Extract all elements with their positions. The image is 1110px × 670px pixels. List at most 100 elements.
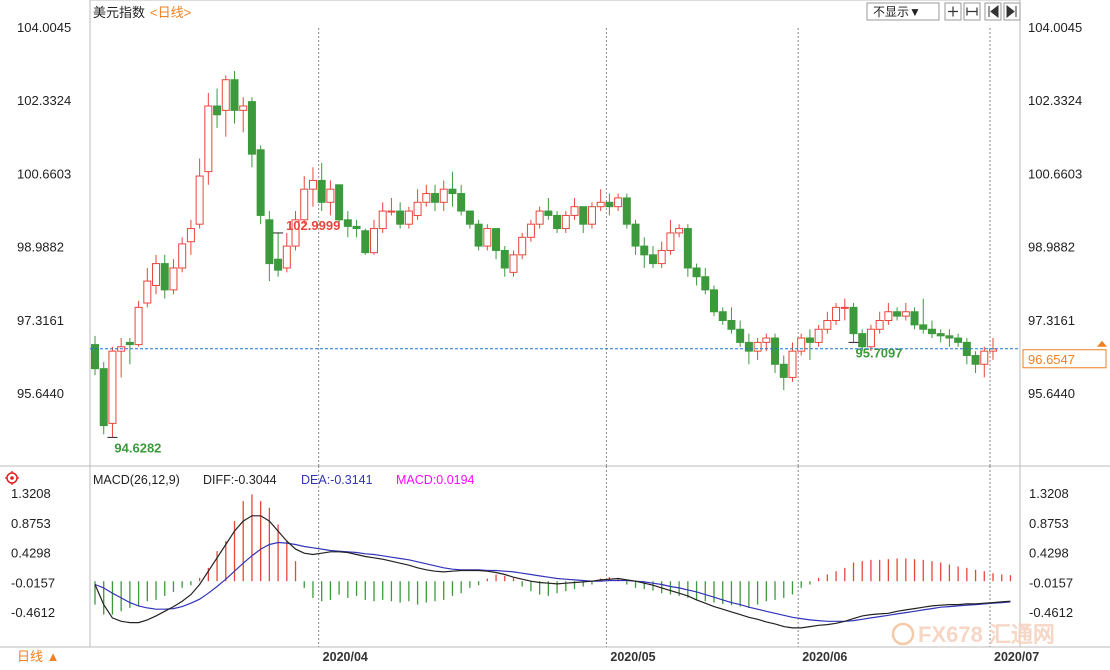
candle-up [570, 206, 579, 216]
candle-up [884, 311, 893, 322]
price-axis-labels: 104.0045 104.0045 102.3324 102.3324 100.6603… [17, 20, 1082, 401]
candle-down [343, 219, 352, 227]
candle-down [849, 306, 858, 335]
candle-up [901, 311, 910, 317]
diff-line [94, 515, 1011, 629]
watermark: FX678 汇通网 [891, 622, 1055, 647]
candle-down [500, 249, 509, 269]
watermark-text: FX678 汇通网 [918, 622, 1055, 647]
candle-up [143, 280, 152, 304]
macd-tick-left: -0.0157 [11, 575, 55, 590]
candle-down [91, 344, 99, 370]
candle-down [622, 197, 631, 225]
high-label: 102.9999 [286, 218, 340, 233]
candle-down [727, 320, 736, 330]
candle-up [439, 188, 448, 203]
candle-down [335, 184, 344, 221]
scroll-left-icon[interactable] [984, 2, 1002, 21]
date-tick: 2020/07 [994, 650, 1039, 664]
candle-up [369, 228, 378, 254]
candle-down [805, 337, 814, 343]
candle-up [866, 328, 875, 348]
display-dropdown-label: 不显示▼ [873, 5, 921, 19]
price-tick-right: 102.3324 [1028, 93, 1082, 108]
macd-tick-left: -0.4612 [11, 605, 55, 620]
price-tick-right: 98.9882 [1028, 240, 1075, 255]
candle-down [744, 341, 753, 352]
candle-down [648, 254, 657, 265]
candle-down [160, 263, 169, 291]
zoom-in-icon[interactable] [944, 2, 962, 21]
candle-up [832, 306, 841, 322]
candle-down [265, 219, 274, 265]
candle-up [221, 79, 230, 111]
candle-down [247, 101, 256, 155]
candle-down [317, 179, 326, 203]
candle-down [352, 225, 361, 230]
candle-up [875, 320, 884, 330]
candle-down [274, 258, 283, 271]
macd-settings-icon[interactable] [5, 471, 19, 485]
macd-axis-labels: 1.3208 1.3208 0.8753 0.8753 0.4298 0.4298 -0.0… [11, 486, 1073, 620]
candle-up [300, 188, 309, 221]
candle-up [195, 175, 204, 225]
macd-tick-right: -0.0157 [1029, 575, 1073, 590]
macd-value-legend: MACD:0.0194 [396, 473, 475, 487]
candle-down [431, 193, 440, 203]
price-tick-right: 95.6440 [1028, 386, 1075, 401]
macd-tick-left: 0.8753 [11, 516, 51, 531]
date-tick: 2020/06 [802, 650, 847, 664]
price-tick-left: 102.3324 [17, 93, 71, 108]
candle-up [404, 210, 413, 225]
scroll-right-icon[interactable] [1003, 2, 1021, 21]
candle-down [945, 335, 954, 339]
candle-down [910, 311, 919, 326]
bottom-period-toggle[interactable]: 日线 ▲ [17, 649, 59, 664]
candle-up [814, 328, 823, 343]
candle-down [99, 368, 108, 427]
candle-down [927, 328, 936, 335]
candle-up [483, 228, 492, 247]
display-dropdown[interactable]: 不显示▼ [866, 2, 940, 21]
candle-up [108, 350, 117, 424]
zoom-out-icon[interactable] [963, 2, 981, 21]
candle-up [239, 105, 248, 111]
date-tick: 2020/04 [323, 650, 368, 664]
price-tick-right: 104.0045 [1028, 20, 1082, 35]
candle-up [518, 236, 527, 256]
candle-up [422, 193, 431, 203]
candle-down [701, 276, 710, 291]
candle-down [683, 228, 692, 269]
candle-up [797, 337, 806, 352]
candle-down [919, 324, 928, 330]
candle-up [535, 210, 544, 225]
price-tick-right: 100.6603 [1028, 166, 1082, 181]
candle-down [605, 201, 614, 208]
price-tick-left: 100.6603 [17, 166, 71, 181]
candle-up [561, 214, 570, 230]
candle-up [509, 254, 518, 273]
period-link[interactable]: <日线> [150, 5, 191, 20]
low-label: 95.7097 [856, 345, 903, 360]
price-tick-left: 104.0045 [17, 20, 71, 35]
candle-up [753, 341, 762, 352]
candle-down [736, 328, 745, 343]
current-price-box: 96.6547 [1022, 349, 1107, 369]
caret-up-icon [1097, 340, 1107, 350]
candle-up [657, 249, 666, 265]
candle-up [788, 350, 797, 378]
candle-up [596, 201, 605, 208]
candle-up [762, 337, 771, 343]
macd-dea-legend: DEA:-0.3141 [301, 473, 373, 487]
month-gridlines [318, 28, 991, 647]
candle-up [326, 188, 335, 203]
macd-tick-right: 1.3208 [1029, 486, 1069, 501]
candle-down [640, 245, 649, 256]
candle-down [125, 341, 134, 346]
date-tick: 2020/05 [610, 650, 655, 664]
candle-down [631, 223, 640, 247]
candle-up [282, 245, 291, 269]
candle-down [858, 333, 867, 348]
current-price-label: 96.6547 [1028, 352, 1075, 367]
candle-down [256, 149, 265, 216]
